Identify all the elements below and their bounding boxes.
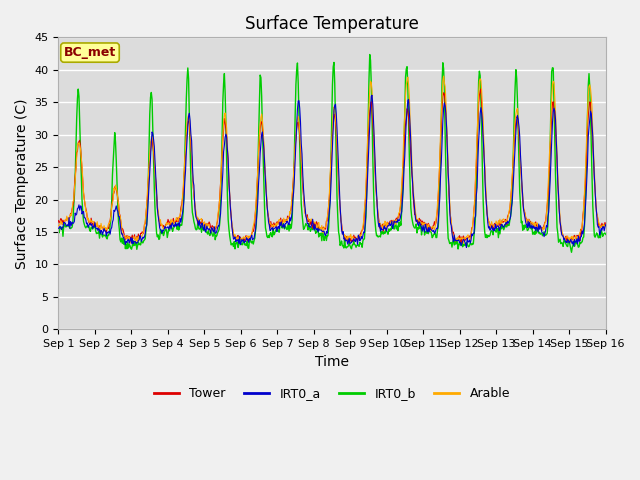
Title: Surface Temperature: Surface Temperature xyxy=(245,15,419,33)
Text: BC_met: BC_met xyxy=(64,46,116,59)
Y-axis label: Surface Temperature (C): Surface Temperature (C) xyxy=(15,98,29,269)
X-axis label: Time: Time xyxy=(315,355,349,369)
Legend: Tower, IRT0_a, IRT0_b, Arable: Tower, IRT0_a, IRT0_b, Arable xyxy=(149,382,515,405)
